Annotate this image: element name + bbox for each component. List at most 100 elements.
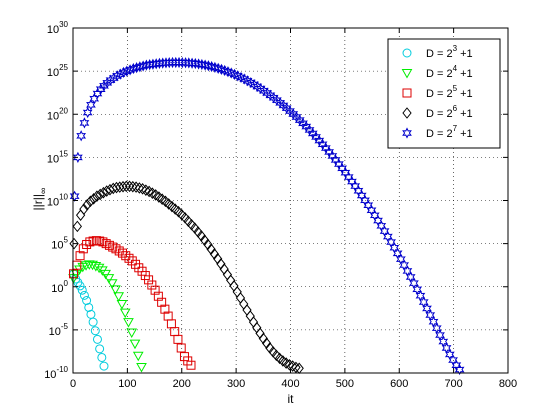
data-point [337, 162, 348, 174]
data-point [73, 151, 83, 164]
data-point [147, 187, 158, 199]
data-point [95, 344, 105, 354]
grid-lines [73, 28, 508, 373]
data-point [89, 192, 99, 205]
legend-marker-icon [401, 69, 413, 79]
data-point [76, 130, 87, 142]
data-point [151, 58, 162, 70]
data-point [88, 317, 98, 327]
data-point [134, 263, 144, 273]
data-point [173, 334, 183, 344]
data-point [148, 58, 158, 70]
legend-item: D = 26 +1 [402, 104, 473, 120]
data-point [136, 362, 147, 373]
legend-label: D = 24 +1 [426, 64, 473, 80]
data-point [284, 359, 295, 371]
data-layer [68, 56, 465, 376]
data-point [90, 326, 100, 336]
y-tick-labels: 10-10 10-5 100 105 1010 1015 1020 1025 1030 [44, 20, 68, 381]
data-point [281, 357, 291, 369]
data-point [288, 360, 298, 372]
data-point [85, 195, 96, 208]
data-point [144, 275, 154, 285]
series-4 [69, 180, 304, 375]
data-point [124, 253, 134, 263]
y-tick-label: 1030 [47, 20, 69, 36]
data-point [334, 158, 344, 170]
legend-label: D = 27 +1 [426, 124, 473, 140]
data-point [106, 279, 118, 289]
data-point [347, 175, 357, 188]
legend-item: D = 24 +1 [401, 64, 473, 80]
data-point [451, 359, 462, 371]
data-point [79, 290, 89, 300]
data-point [85, 237, 95, 247]
data-point [157, 297, 167, 307]
data-point [95, 188, 105, 201]
y-tick-label: 1010 [47, 193, 69, 209]
data-point [340, 167, 351, 179]
data-point [82, 106, 93, 119]
data-point [141, 184, 151, 196]
data-point [92, 190, 102, 202]
legend-label: D = 23 +1 [426, 44, 473, 60]
series-5 [69, 56, 465, 376]
svg-text:||r||∞: ||r||∞ [31, 188, 48, 211]
data-point [454, 363, 465, 376]
x-tick-labels: 0 100 200 300 400 500 600 700 800 [70, 378, 517, 390]
data-point [137, 183, 148, 195]
series-3 [69, 236, 196, 370]
x-tick-label: 500 [336, 378, 354, 390]
series-1 [69, 269, 109, 371]
y-tick-label: 1015 [47, 149, 69, 165]
data-point [176, 343, 186, 353]
data-point [113, 292, 125, 302]
data-point [134, 182, 144, 194]
legend-marker-icon [402, 107, 412, 119]
data-point [127, 256, 137, 266]
data-point [131, 181, 141, 193]
data-point [121, 251, 131, 261]
data-point [82, 239, 92, 249]
data-point [110, 285, 121, 295]
x-tick-label: 100 [118, 378, 136, 390]
data-point [95, 83, 106, 95]
data-point [92, 87, 103, 100]
legend-item: D = 25 +1 [402, 84, 473, 100]
y-tick-label: 105 [51, 236, 68, 252]
data-point [117, 248, 127, 258]
legend-item: D = 27 +1 [402, 124, 473, 140]
data-point [75, 251, 85, 261]
data-point [84, 302, 94, 312]
y-tick-label: 100 [51, 279, 68, 295]
data-point [72, 220, 82, 233]
x-tick-label: 400 [281, 378, 299, 390]
data-point [93, 263, 105, 274]
data-point [103, 274, 115, 284]
data-point [356, 189, 367, 202]
legend: D = 23 +1 D = 24 +1 D = 25 +1 D = 26 +1 D = … [387, 38, 501, 149]
data-point [95, 236, 105, 246]
data-point [124, 180, 135, 193]
x-tick-label: 700 [444, 378, 462, 390]
data-point [147, 280, 157, 290]
data-point [119, 308, 131, 319]
data-point [330, 154, 341, 166]
axis-ticks [72, 27, 509, 374]
data-point [79, 203, 89, 215]
legend-marker-icon [402, 48, 412, 58]
x-tick-label: 300 [227, 378, 245, 390]
data-point [153, 291, 163, 301]
data-point [104, 240, 114, 250]
x-tick-label: 600 [390, 378, 408, 390]
data-point [186, 360, 196, 370]
legend-label: D = 25 +1 [426, 84, 473, 100]
data-point [128, 180, 138, 193]
data-point [77, 285, 87, 295]
data-point [69, 237, 79, 250]
data-point [129, 339, 141, 350]
x-axis-label: it [288, 392, 295, 406]
data-point [80, 261, 92, 271]
y-tick-label: 10-5 [49, 322, 69, 338]
